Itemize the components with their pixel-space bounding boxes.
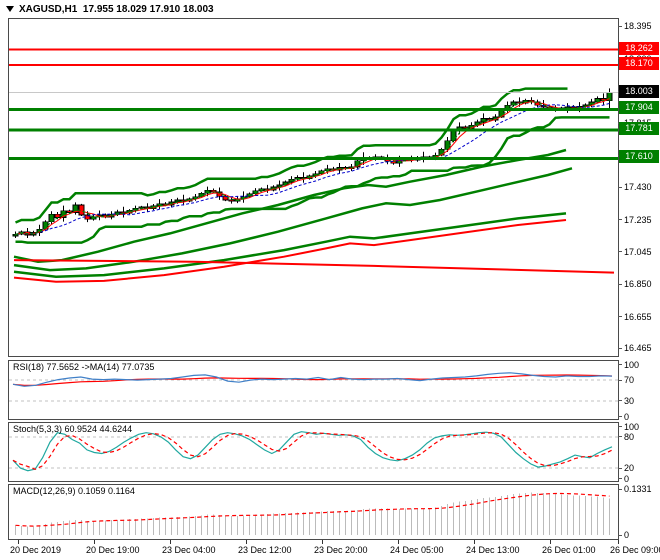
upper-band [15,87,568,224]
price-level-badge: 17.904 [619,101,659,115]
macd-scale-label: 0.1331 [624,484,652,494]
macd-label: MACD(12,26,9) 0.1059 0.1164 [13,486,135,496]
ma-mid-blue [15,102,610,235]
ma-slow-red [13,219,567,283]
time-axis[interactable]: 20 Dec 2019 20 Dec 19:00 23 Dec 04:00 23 De… [0,540,660,560]
osc-tick-mark [618,426,622,427]
lower-band [15,116,610,244]
price-tick-mark [618,284,622,285]
stochastic-scale-label: 0 [624,473,630,484]
stoch-label: Stoch(5,3,3) 60.9524 44.6244 [13,424,133,434]
stoch-k-line [12,431,613,472]
rsi-line [12,372,613,387]
macd-signal-line [15,492,610,527]
price-level-badge: 18.003 [619,84,659,98]
rsi-ma-line [12,374,613,386]
price-tick-mark [618,251,622,252]
price-level-badge: 17.781 [619,121,659,135]
osc-tick-mark [618,468,622,469]
time-tick-label: 24 Dec 13:00 [466,545,520,555]
osc-tick-mark [618,380,622,381]
rsi-scale-label: 0 [624,411,630,422]
time-tick-mark [618,540,619,544]
price-tick-label: 17.235 [624,214,652,225]
stochastic-scale-label: 80 [624,431,635,442]
time-tick-label: 20 Dec 19:00 [86,545,140,555]
stochastic-scale-label: 100 [624,421,640,432]
time-tick-mark [474,540,475,544]
rsi-label: RSI(18) 77.5652 ->MA(14) 77.0735 [13,362,155,372]
time-tick-mark [246,540,247,544]
macd-scale-label: 0 [624,530,630,540]
time-tick-label: 23 Dec 20:00 [314,545,368,555]
level-lines [9,48,618,160]
stochastic-indicator-panel[interactable]: Stoch(5,3,3) 60.9524 44.6244 [8,422,619,482]
rsi-canvas [9,372,618,402]
price-level-badge: 18.262 [619,41,659,55]
macd-tick-mark [618,489,622,490]
time-tick-mark [170,540,171,544]
price-tick-mark [618,187,622,188]
macd-canvas [15,492,610,535]
time-tick-label: 26 Dec 01:00 [542,545,596,555]
macd-histogram [15,492,610,535]
rsi-scale-label: 100 [624,359,640,370]
price-tick-label: 17.430 [624,182,652,193]
triangle-down-icon[interactable] [6,6,14,12]
osc-tick-mark [618,416,622,417]
ma-mid-slow-green [13,167,573,272]
price-tick-label: 18.395 [624,21,652,32]
price-level-badge: 18.170 [619,56,659,70]
main-chart-canvas [9,48,618,283]
ma-fast-green [15,96,610,235]
macd-indicator-panel[interactable]: MACD(12,26,9) 0.1059 0.1164 [8,484,619,540]
time-tick-mark [322,540,323,544]
price-tick-label: 16.465 [624,343,652,354]
stoch-d-line [12,432,613,470]
price-tick-label: 16.655 [624,311,652,322]
rsi-indicator-panel[interactable]: RSI(18) 77.5652 ->MA(14) 77.0735 [8,360,619,420]
ohlc-quote-label: 17.955 18.029 17.910 18.003 [82,3,214,15]
trend-red-flat [13,259,615,274]
rsi-scale-label: 70 [624,375,635,386]
stochastic-canvas [9,431,618,472]
price-axis[interactable]: 18.39518.20018.00517.81517.62017.43017.2… [618,0,660,540]
osc-tick-mark [618,400,622,401]
time-tick-mark [550,540,551,544]
main-price-chart[interactable] [8,18,619,357]
time-tick-label: 26 Dec 09:00 [610,545,660,555]
chart-title: XAGUSD,H1 17.955 18.029 17.910 18.003 [6,2,214,16]
price-tick-mark [618,26,622,27]
time-tick-mark [94,540,95,544]
time-tick-mark [398,540,399,544]
symbol-period-label: XAGUSD,H1 [19,3,78,15]
price-tick-label: 17.045 [624,246,652,257]
price-tick-mark [618,348,622,349]
price-level-badge: 17.610 [619,150,659,164]
osc-tick-mark [618,478,622,479]
time-tick-label: 20 Dec 2019 [10,545,62,555]
osc-tick-mark [618,364,622,365]
time-tick-label: 24 Dec 05:00 [390,545,444,555]
rsi-scale-label: 30 [624,395,635,406]
price-tick-mark [618,219,622,220]
time-tick-mark [18,540,19,544]
macd-tick-mark [618,535,622,536]
time-tick-label: 23 Dec 04:00 [162,545,216,555]
price-tick-mark [618,316,622,317]
time-tick-label: 23 Dec 12:00 [238,545,292,555]
stochastic-scale-label: 20 [624,463,635,474]
osc-tick-mark [618,436,622,437]
price-tick-label: 16.850 [624,279,652,290]
ma-slow-green [13,212,567,279]
